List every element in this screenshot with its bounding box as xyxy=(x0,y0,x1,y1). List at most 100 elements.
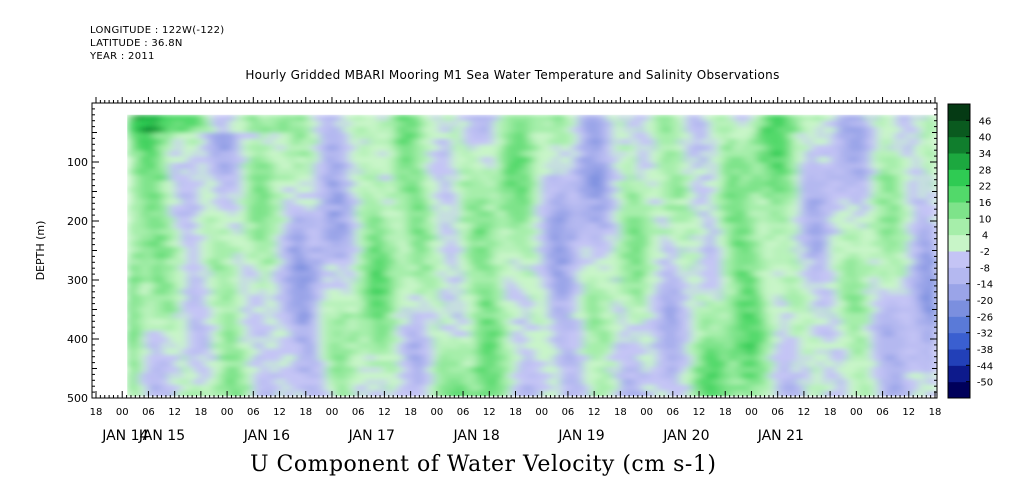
field-cell xyxy=(685,276,693,284)
field-cell xyxy=(133,186,141,194)
field-cell xyxy=(895,324,903,332)
field-cell xyxy=(901,126,909,134)
field-cell xyxy=(637,270,645,278)
field-cell xyxy=(649,144,657,152)
field-cell xyxy=(853,222,861,230)
field-cell xyxy=(547,222,555,230)
field-cell xyxy=(751,156,759,164)
field-cell xyxy=(847,228,855,236)
field-cell xyxy=(907,180,915,188)
field-cell xyxy=(445,192,453,200)
field-cell xyxy=(613,132,621,140)
field-cell xyxy=(193,294,201,302)
field-cell xyxy=(511,144,519,152)
field-cell xyxy=(727,270,735,278)
field-cell xyxy=(259,204,267,212)
field-cell xyxy=(301,294,309,302)
field-cell xyxy=(907,264,915,272)
field-cell xyxy=(211,300,219,308)
field-cell xyxy=(781,150,789,158)
field-cell xyxy=(613,144,621,152)
field-cell xyxy=(469,174,477,182)
field-cell xyxy=(781,330,789,338)
field-cell xyxy=(391,264,399,272)
field-cell xyxy=(559,192,567,200)
field-cell xyxy=(655,144,663,152)
field-cell xyxy=(349,120,357,128)
field-cell xyxy=(481,252,489,260)
field-cell xyxy=(757,216,765,224)
field-cell xyxy=(451,306,459,314)
field-cell xyxy=(913,228,921,236)
field-cell xyxy=(889,168,897,176)
field-cell xyxy=(355,306,363,314)
field-cell xyxy=(631,198,639,206)
field-cell xyxy=(781,294,789,302)
field-cell xyxy=(457,126,465,134)
field-cell xyxy=(151,168,159,176)
field-cell xyxy=(685,324,693,332)
field-cell xyxy=(673,246,681,254)
field-cell xyxy=(523,300,531,308)
field-cell xyxy=(139,252,147,260)
field-cell xyxy=(217,330,225,338)
field-cell xyxy=(661,264,669,272)
field-cell xyxy=(871,306,879,314)
field-cell xyxy=(583,330,591,338)
field-cell xyxy=(163,240,171,248)
field-cell xyxy=(751,264,759,272)
field-cell xyxy=(289,222,297,230)
field-cell xyxy=(553,162,561,170)
field-cell xyxy=(523,294,531,302)
field-cell xyxy=(631,288,639,296)
field-cell xyxy=(883,198,891,206)
field-cell xyxy=(391,210,399,218)
field-cell xyxy=(877,276,885,284)
field-cell xyxy=(619,120,627,128)
field-cell xyxy=(715,288,723,296)
field-cell xyxy=(325,150,333,158)
field-cell xyxy=(277,174,285,182)
field-cell xyxy=(673,138,681,146)
field-cell xyxy=(223,150,231,158)
field-cell xyxy=(799,204,807,212)
field-cell xyxy=(529,162,537,170)
field-cell xyxy=(805,294,813,302)
field-cell xyxy=(343,120,351,128)
field-cell xyxy=(841,306,849,314)
field-cell xyxy=(571,270,579,278)
field-cell xyxy=(133,288,141,296)
field-cell xyxy=(409,162,417,170)
field-cell xyxy=(253,210,261,218)
field-cell xyxy=(427,156,435,164)
field-cell xyxy=(913,294,921,302)
field-cell xyxy=(151,180,159,188)
field-cell xyxy=(409,282,417,290)
field-cell xyxy=(697,246,705,254)
field-cell xyxy=(217,150,225,158)
field-cell xyxy=(355,198,363,206)
field-cell xyxy=(487,204,495,212)
field-cell xyxy=(199,318,207,326)
field-cell xyxy=(421,132,429,140)
field-cell xyxy=(853,306,861,314)
field-cell xyxy=(343,162,351,170)
field-cell xyxy=(505,120,513,128)
field-cell xyxy=(535,198,543,206)
field-cell xyxy=(523,162,531,170)
field-cell xyxy=(901,150,909,158)
field-cell xyxy=(481,282,489,290)
field-cell xyxy=(895,300,903,308)
field-cell xyxy=(577,216,585,224)
field-cell xyxy=(511,306,519,314)
field-cell xyxy=(475,324,483,332)
field-cell xyxy=(343,264,351,272)
field-cell xyxy=(769,318,777,326)
field-cell xyxy=(865,258,873,266)
field-cell xyxy=(493,120,501,128)
field-cell xyxy=(613,276,621,284)
field-cell xyxy=(757,228,765,236)
field-cell xyxy=(241,306,249,314)
field-cell xyxy=(721,192,729,200)
field-cell xyxy=(373,120,381,128)
